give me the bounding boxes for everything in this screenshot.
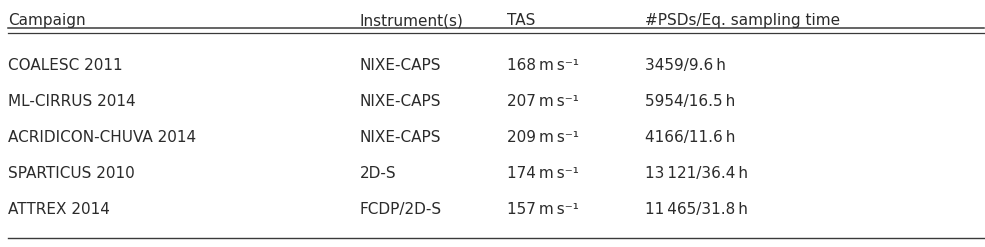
- Text: FCDP/2D-S: FCDP/2D-S: [360, 202, 441, 217]
- Text: NIXE-CAPS: NIXE-CAPS: [360, 129, 441, 144]
- Text: 4166/11.6 h: 4166/11.6 h: [645, 129, 736, 144]
- Text: 209 m s⁻¹: 209 m s⁻¹: [507, 129, 579, 144]
- Text: SPARTICUS 2010: SPARTICUS 2010: [8, 165, 135, 181]
- Text: 207 m s⁻¹: 207 m s⁻¹: [507, 94, 579, 108]
- Text: 5954/16.5 h: 5954/16.5 h: [645, 94, 736, 108]
- Text: 11 465/31.8 h: 11 465/31.8 h: [645, 202, 748, 217]
- Text: 3459/9.6 h: 3459/9.6 h: [645, 58, 726, 73]
- Text: ML-CIRRUS 2014: ML-CIRRUS 2014: [8, 94, 136, 108]
- Text: 157 m s⁻¹: 157 m s⁻¹: [507, 202, 579, 217]
- Text: 174 m s⁻¹: 174 m s⁻¹: [507, 165, 579, 181]
- Text: Instrument(s): Instrument(s): [360, 13, 463, 28]
- Text: ATTREX 2014: ATTREX 2014: [8, 202, 109, 217]
- Text: NIXE-CAPS: NIXE-CAPS: [360, 94, 441, 108]
- Text: 168 m s⁻¹: 168 m s⁻¹: [507, 58, 579, 73]
- Text: NIXE-CAPS: NIXE-CAPS: [360, 58, 441, 73]
- Text: ACRIDICON-CHUVA 2014: ACRIDICON-CHUVA 2014: [8, 129, 196, 144]
- Text: #PSDs/Eq. sampling time: #PSDs/Eq. sampling time: [645, 13, 840, 28]
- Text: Campaign: Campaign: [8, 13, 86, 28]
- Text: 2D-S: 2D-S: [360, 165, 396, 181]
- Text: 13 121/36.4 h: 13 121/36.4 h: [645, 165, 749, 181]
- Text: TAS: TAS: [507, 13, 536, 28]
- Text: COALESC 2011: COALESC 2011: [8, 58, 122, 73]
